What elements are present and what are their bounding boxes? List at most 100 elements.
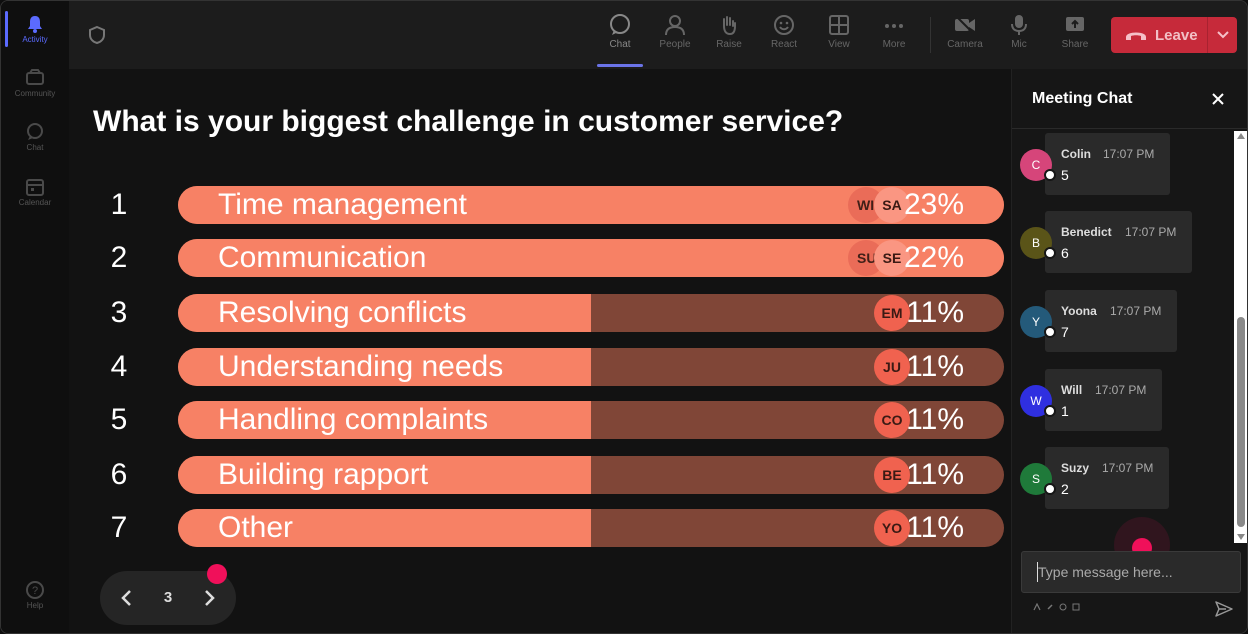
- message-author: Benedict: [1061, 225, 1112, 239]
- left-rail: Activity Community Chat Calendar ? Help: [1, 1, 69, 633]
- raise-hand-button[interactable]: Raise: [703, 11, 755, 61]
- chat-message: Will 17:07 PM 1 W: [1020, 369, 1240, 433]
- gif-icon[interactable]: [1071, 602, 1080, 612]
- poll-option-row: 3 Resolving conflicts EM 11%: [69, 294, 1011, 332]
- poll-option-row: 4 Understanding needs JU 11%: [69, 348, 1011, 386]
- poll-question: What is your biggest challenge in custom…: [93, 105, 844, 138]
- more-dots-icon: [881, 11, 907, 39]
- chevron-right-icon[interactable]: [197, 585, 223, 611]
- react-button[interactable]: React: [758, 11, 810, 61]
- bell-icon: [24, 13, 46, 35]
- option-percentage: 22%: [903, 241, 964, 274]
- chat-title: Meeting Chat: [1032, 90, 1133, 107]
- message-author: Will: [1061, 383, 1083, 397]
- chat-button-label: Chat: [609, 39, 631, 50]
- message-author: Yoona: [1061, 304, 1097, 318]
- formatting-toolbar: [1032, 602, 1080, 612]
- rail-active-indicator: [5, 11, 8, 47]
- voter-avatar: SA: [874, 187, 910, 223]
- mic-button[interactable]: Mic: [993, 11, 1045, 61]
- microphone-icon: [1006, 11, 1032, 39]
- emoji-icon[interactable]: [1058, 602, 1067, 612]
- result-bar: Time management WI SA 23%: [178, 186, 1004, 224]
- voter-avatar: CO: [874, 402, 910, 438]
- chat-button[interactable]: Chat: [594, 11, 646, 61]
- voter-avatar: JU: [874, 349, 910, 385]
- message-text: 1: [1061, 403, 1069, 419]
- share-button[interactable]: Share: [1049, 11, 1101, 61]
- chat-bubble-icon: [607, 11, 633, 39]
- option-label: Resolving conflicts: [218, 296, 467, 329]
- view-button[interactable]: View: [813, 11, 865, 61]
- option-label: Communication: [218, 241, 427, 274]
- scroll-up-arrow-icon[interactable]: [1237, 133, 1245, 139]
- message-author: Colin: [1061, 147, 1091, 161]
- close-icon[interactable]: [1208, 89, 1228, 109]
- rail-item-help[interactable]: ? Help: [1, 579, 69, 610]
- camera-off-icon: [952, 11, 978, 39]
- presence-dot: [1044, 405, 1056, 417]
- rail-item-activity[interactable]: Activity: [1, 13, 69, 44]
- message-timestamp: 17:07 PM: [1110, 304, 1162, 318]
- people-button[interactable]: People: [649, 11, 701, 61]
- option-label: Handling complaints: [218, 403, 489, 436]
- poll-option-row: 1 Time management WI SA 23%: [69, 186, 1011, 224]
- message-author: Suzy: [1061, 461, 1090, 475]
- option-percentage: 11%: [906, 296, 964, 329]
- share-button-label: Share: [1061, 39, 1089, 50]
- presence-dot: [1044, 169, 1056, 181]
- phone-hangup-icon: [1125, 28, 1147, 42]
- avatar[interactable]: Y: [1020, 306, 1052, 338]
- page-number: 3: [163, 589, 173, 606]
- calendar-icon: [24, 176, 46, 198]
- voter-avatar: EM: [874, 295, 910, 331]
- rail-item-calendar[interactable]: Calendar: [1, 176, 69, 207]
- leave-button[interactable]: Leave: [1111, 17, 1237, 53]
- presence-dot: [1044, 247, 1056, 259]
- send-icon[interactable]: [1214, 599, 1234, 619]
- scrollbar-thumb[interactable]: [1237, 317, 1245, 527]
- shield-icon[interactable]: [87, 25, 107, 45]
- rail-item-community[interactable]: Community: [1, 67, 69, 98]
- svg-text:?: ?: [32, 585, 38, 597]
- message-bubble: Will 17:07 PM 1: [1045, 369, 1162, 431]
- scroll-down-arrow-icon[interactable]: [1237, 534, 1245, 540]
- option-label: Other: [218, 511, 294, 544]
- raise-button-label: Raise: [716, 39, 742, 50]
- result-bar-fill: [178, 348, 591, 386]
- message-timestamp: 17:07 PM: [1125, 225, 1177, 239]
- message-timestamp: 17:07 PM: [1095, 383, 1147, 397]
- toolbar-divider: [930, 17, 931, 53]
- message-text: 6: [1061, 245, 1069, 261]
- chat-message-input[interactable]: [1021, 551, 1241, 593]
- message-text: 2: [1061, 481, 1069, 497]
- message-text: 7: [1061, 324, 1069, 340]
- option-number: 4: [110, 350, 128, 383]
- option-label: Building rapport: [218, 458, 429, 491]
- rail-item-label: Help: [26, 601, 44, 610]
- result-bar: Handling complaints CO 11%: [178, 401, 1004, 439]
- chat-bubble-icon: [24, 121, 46, 143]
- poll-option-row: 7 Other YO 11%: [69, 509, 1011, 547]
- hand-icon: [716, 11, 742, 39]
- option-number: 2: [110, 241, 128, 274]
- message-bubble: Yoona 17:07 PM 7: [1045, 290, 1177, 352]
- chat-scrollbar[interactable]: [1234, 131, 1247, 543]
- format-text-icon[interactable]: [1032, 602, 1041, 612]
- chevron-down-icon[interactable]: [1207, 17, 1237, 53]
- camera-button[interactable]: Camera: [939, 11, 991, 61]
- chat-message: Yoona 17:07 PM 7 Y: [1020, 290, 1240, 354]
- rail-item-chat[interactable]: Chat: [1, 121, 69, 152]
- more-button[interactable]: More: [868, 11, 920, 61]
- chat-message: Colin 17:07 PM 5 C: [1020, 133, 1240, 197]
- voter-avatar: SE: [874, 240, 910, 276]
- message-text: 5: [1061, 167, 1069, 183]
- attach-icon[interactable]: [1045, 602, 1054, 612]
- option-percentage: 11%: [906, 511, 964, 544]
- result-bar-fill: [178, 294, 591, 332]
- chevron-left-icon[interactable]: [113, 585, 139, 611]
- pointer-indicator: [207, 564, 227, 584]
- camera-button-label: Camera: [947, 39, 983, 50]
- result-bar-fill: [178, 456, 591, 494]
- top-toolbar: Chat People Raise React View: [69, 1, 1247, 69]
